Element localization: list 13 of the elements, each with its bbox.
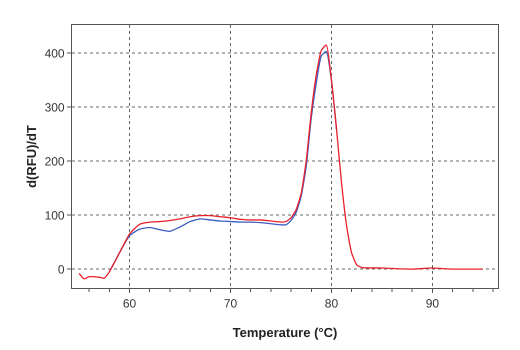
y-tick-label: 0 <box>58 262 65 276</box>
y-tick-label: 100 <box>44 208 65 222</box>
x-tick-label: 90 <box>426 296 440 310</box>
y-tick-label: 300 <box>44 100 65 114</box>
line-series <box>108 50 338 272</box>
x-tick-label: 60 <box>122 296 137 310</box>
x-tick-label: 80 <box>324 296 338 310</box>
y-tick-label: 400 <box>44 46 65 60</box>
y-tick-label: 200 <box>44 154 65 168</box>
line-series <box>78 44 484 280</box>
x-tick-label: 70 <box>224 296 238 310</box>
x-axis-title: Temperature (°C) <box>232 325 338 340</box>
y-axis-title: d(RFU)/dT <box>24 125 39 188</box>
